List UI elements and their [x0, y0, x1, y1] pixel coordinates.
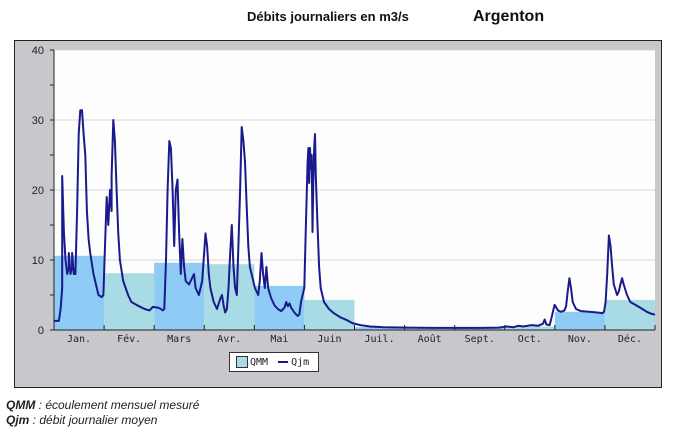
svg-text:0: 0	[38, 325, 44, 337]
svg-text:Nov.: Nov.	[568, 334, 592, 345]
qmm-bar	[254, 285, 305, 330]
svg-text:Jan.: Jan.	[67, 334, 91, 345]
station-name: Argenton	[473, 8, 545, 25]
svg-text:Déc.: Déc.	[618, 333, 642, 345]
svg-text:10: 10	[32, 255, 44, 267]
legend-qmm-label: QMM	[250, 356, 269, 368]
qmm-bar	[404, 327, 455, 330]
svg-text:Sept.: Sept.	[465, 334, 495, 345]
svg-text:20: 20	[32, 185, 44, 197]
svg-text:40: 40	[32, 45, 44, 57]
svg-text:Juil.: Juil.	[364, 334, 394, 345]
svg-text:Août: Août	[418, 333, 442, 345]
svg-text:Mai: Mai	[270, 334, 288, 345]
svg-text:Avr.: Avr.	[217, 334, 241, 345]
qmm-bar	[304, 299, 355, 330]
qmm-bar	[354, 327, 405, 330]
chart-title: Débits journaliers en m3/s	[247, 9, 409, 24]
legend-qjm-label: Qjm	[291, 356, 310, 368]
qmm-bar	[604, 299, 655, 330]
qmm-swatch-icon	[236, 356, 248, 368]
svg-text:Mars: Mars	[167, 334, 191, 345]
qmm-bar	[454, 327, 505, 330]
qjm-line	[54, 109, 656, 329]
footnote-qmm: QMM : écoulement mensuel mesuré	[6, 398, 200, 412]
svg-text:Oct.: Oct.	[518, 334, 542, 345]
svg-text:Juin: Juin	[317, 334, 341, 345]
qmm-bar	[504, 326, 555, 330]
qmm-bar	[154, 262, 205, 330]
footnote-qjm: Qjm : débit journalier moyen	[6, 413, 158, 427]
qmm-bar	[104, 273, 155, 330]
qjm-line-icon	[278, 361, 289, 363]
svg-text:30: 30	[32, 115, 44, 127]
chart-legend: QMM Qjm	[229, 352, 319, 372]
svg-text:Fév.: Fév.	[117, 333, 141, 345]
footnotes: QMM : écoulement mensuel mesuré Qjm : dé…	[6, 398, 199, 428]
qmm-bar	[554, 311, 605, 330]
